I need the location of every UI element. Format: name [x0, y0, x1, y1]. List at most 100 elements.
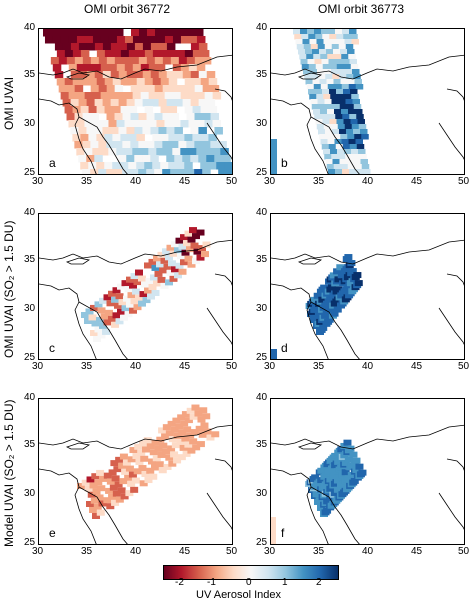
- aerosol-pixel: [341, 109, 349, 115]
- aerosol-pixel: [103, 472, 112, 479]
- aerosol-pixel: [88, 106, 98, 114]
- aerosol-pixel: [139, 480, 148, 487]
- aerosol-pixel: [353, 129, 361, 135]
- aerosol-pixel: [144, 477, 153, 484]
- aerosol-pixel: [149, 473, 158, 480]
- aerosol-pixel: [82, 57, 92, 65]
- aerosol-pixel: [132, 288, 140, 295]
- aerosol-pixel: [108, 290, 116, 297]
- aerosol-pixel: [190, 429, 199, 436]
- aerosol-pixel: [96, 106, 106, 114]
- aerosol-pixel: [321, 144, 330, 150]
- aerosol-pixel: [317, 467, 326, 474]
- aerosol-pixel: [188, 92, 198, 100]
- aerosol-pixel: [123, 295, 131, 302]
- aerosol-pixel: [198, 155, 207, 163]
- aerosol-pixel: [104, 106, 114, 114]
- aerosol-pixel: [336, 34, 344, 40]
- aerosol-pixel: [181, 435, 190, 442]
- aerosol-pixel: [68, 64, 78, 72]
- aerosol-pixel: [162, 85, 172, 93]
- aerosol-pixel: [192, 134, 201, 142]
- aerosol-pixel: [304, 74, 312, 80]
- aerosol-pixel: [214, 155, 223, 163]
- aerosol-pixel: [307, 59, 315, 65]
- aerosol-pixel: [125, 465, 134, 472]
- xtick: 35: [313, 176, 325, 187]
- aerosol-pixel: [271, 151, 277, 157]
- aerosol-pixel: [128, 134, 137, 142]
- aerosol-pixel: [336, 64, 345, 70]
- xtick: 50: [226, 361, 238, 372]
- aerosol-pixel: [194, 113, 204, 121]
- coastline: [446, 273, 464, 286]
- aerosol-pixel: [299, 54, 307, 60]
- map-panel-a: a: [38, 28, 233, 175]
- aerosol-pixel: [148, 258, 157, 265]
- aerosol-pixel: [134, 127, 143, 135]
- aerosol-pixel: [160, 78, 170, 86]
- aerosol-pixel: [190, 155, 199, 163]
- aerosol-pixel: [134, 443, 143, 450]
- aerosol-pixel: [344, 39, 352, 45]
- aerosol-pixel: [163, 263, 172, 270]
- aerosol-pixel: [115, 29, 124, 37]
- aerosol-pixel: [164, 148, 173, 156]
- aerosol-pixel: [152, 455, 161, 462]
- aerosol-pixel: [183, 240, 191, 247]
- aerosol-pixel: [162, 57, 172, 65]
- aerosol-pixel: [323, 94, 331, 100]
- aerosol-pixel: [313, 84, 322, 90]
- aerosol-pixel: [346, 74, 354, 80]
- aerosol-pixel: [121, 468, 130, 475]
- aerosol-pixel: [99, 297, 107, 304]
- aerosol-pixel: [134, 71, 144, 79]
- aerosol-pixel: [346, 129, 354, 135]
- aerosol-pixel: [94, 127, 103, 135]
- aerosol-pixel: [60, 92, 70, 100]
- aerosol-pixel: [356, 144, 365, 150]
- aerosol-pixel: [328, 284, 336, 291]
- ytick: 25: [256, 537, 268, 548]
- aerosol-pixel: [90, 113, 100, 121]
- aerosol-pixel: [94, 301, 103, 308]
- aerosol-pixel: [110, 71, 120, 79]
- aerosol-pixel: [122, 141, 131, 149]
- ytick: 30: [24, 118, 36, 129]
- aerosol-pixel: [212, 148, 221, 156]
- aerosol-pixel: [112, 50, 122, 58]
- aerosol-pixel: [152, 78, 162, 86]
- coastline: [438, 307, 464, 345]
- aerosol-pixel: [157, 276, 166, 283]
- map-svg-b: [271, 29, 464, 174]
- aerosol-pixel: [194, 85, 204, 93]
- aerosol-pixel: [333, 306, 342, 313]
- aerosol-pixel: [324, 69, 332, 75]
- aerosol-pixel: [158, 71, 168, 79]
- aerosol-pixel: [323, 39, 331, 45]
- coastline: [297, 72, 323, 80]
- aerosol-pixel: [194, 57, 204, 65]
- aerosol-pixel: [211, 431, 220, 438]
- aerosol-pixel: [329, 34, 337, 40]
- aerosol-pixel: [335, 144, 344, 150]
- aerosol-pixel: [72, 50, 82, 58]
- aerosol-pixel: [187, 261, 196, 268]
- aerosol-pixel: [324, 44, 333, 50]
- aerosol-pixel: [307, 29, 315, 35]
- aerosol-pixel: [172, 417, 181, 424]
- aerosol-pixel: [116, 148, 125, 156]
- aerosol-pixel: [200, 162, 209, 170]
- aerosol-pixel: [330, 149, 338, 155]
- aerosol-pixel: [43, 29, 52, 37]
- aerosol-pixel: [90, 497, 99, 504]
- aerosol-pixel: [331, 44, 340, 50]
- aerosol-pixel: [338, 44, 347, 50]
- aerosol-pixel: [206, 434, 215, 441]
- aerosol-pixel: [116, 120, 125, 128]
- aerosol-pixel: [131, 29, 140, 37]
- aerosol-pixel: [90, 57, 100, 65]
- aerosol-pixel: [168, 162, 177, 170]
- aerosol-pixel: [173, 432, 182, 439]
- aerosol-pixel: [343, 89, 351, 95]
